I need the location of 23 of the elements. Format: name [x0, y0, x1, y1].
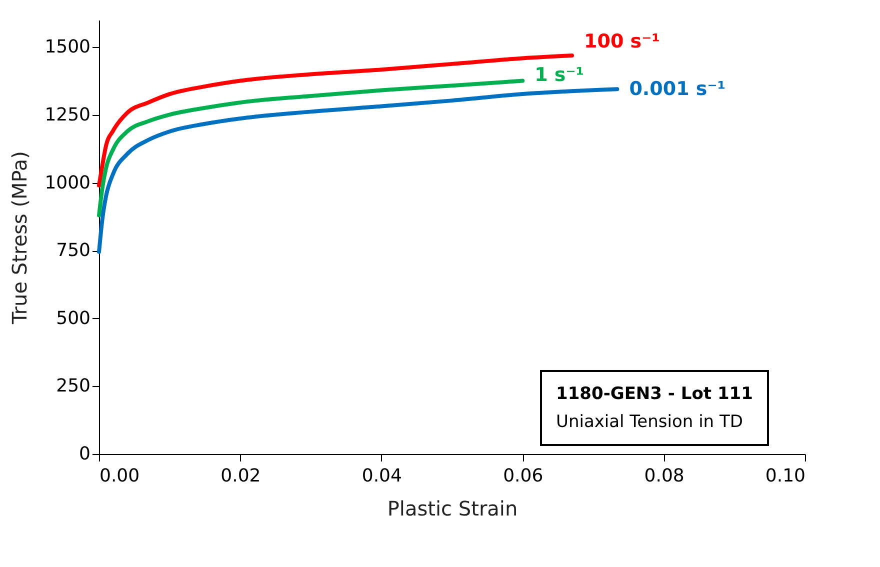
y-axis-title: True Stress (MPa)	[8, 151, 32, 325]
y-tick-label: 1500	[44, 36, 90, 58]
series-label: 0.001 s⁻¹	[629, 78, 726, 100]
y-tick-label: 1250	[44, 104, 90, 126]
annotation: Uniaxial Tension in TD	[556, 411, 744, 434]
x-tick-label: 0.04	[362, 466, 402, 486]
series-label: 100 s⁻¹	[584, 30, 660, 53]
y-tick-label: 0	[79, 444, 90, 464]
y-tick-label: 1000	[44, 172, 90, 194]
line-series	[97, 78, 525, 218]
x-axis-title: Plastic Strain	[387, 496, 518, 520]
x-tick-label: 0.02	[220, 466, 261, 486]
x-tick-label: 0.00	[100, 466, 140, 486]
x-tick-label: 0.08	[644, 466, 684, 486]
y-tick-label: 250	[56, 376, 90, 397]
series-label: 1 s⁻¹	[534, 64, 584, 86]
annotation: 1180-GEN3 - Lot 111	[556, 383, 753, 406]
x-tick-label: 0.06	[503, 466, 544, 486]
y-tick-label: 500	[56, 308, 90, 329]
note-box: 1180-GEN3 - Lot 111 Uniaxial Tension in TD	[540, 370, 769, 446]
x-tick-label: 0.10	[765, 466, 806, 486]
line-series	[97, 87, 620, 254]
y-tick-label: 750	[56, 240, 90, 262]
